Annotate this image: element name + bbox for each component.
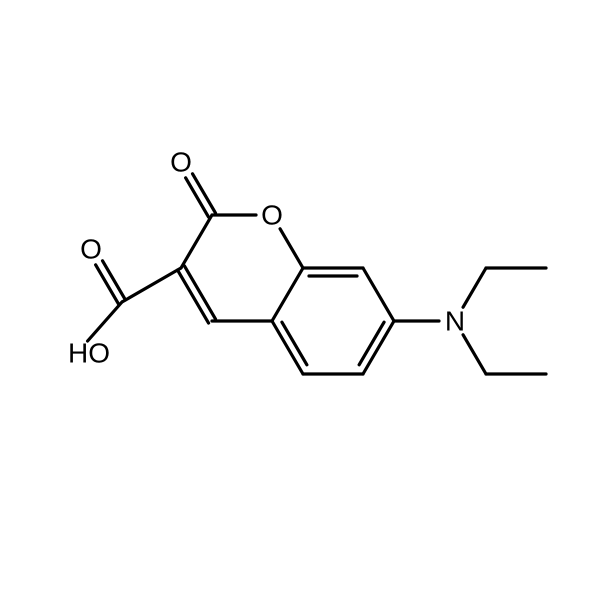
- bond-line: [272, 268, 303, 321]
- bond-line: [122, 268, 181, 302]
- atom-label-O_oh: HO: [68, 338, 110, 369]
- bond-line: [463, 335, 486, 374]
- bond-line: [463, 268, 486, 307]
- bond-line: [88, 302, 122, 341]
- bond-line: [280, 229, 303, 268]
- bond-line: [363, 268, 394, 321]
- atom-labels-layer: HO O O O N: [68, 147, 465, 369]
- atom-label-O_cooh: O: [80, 234, 102, 265]
- atom-label-O_ring: O: [261, 200, 283, 231]
- atom-label-N: N: [445, 306, 465, 337]
- bonds-layer: [88, 174, 546, 374]
- molecule-diagram: HO O O O N: [0, 0, 600, 600]
- bond-line: [181, 215, 212, 268]
- atom-label-O_keto: O: [170, 147, 192, 178]
